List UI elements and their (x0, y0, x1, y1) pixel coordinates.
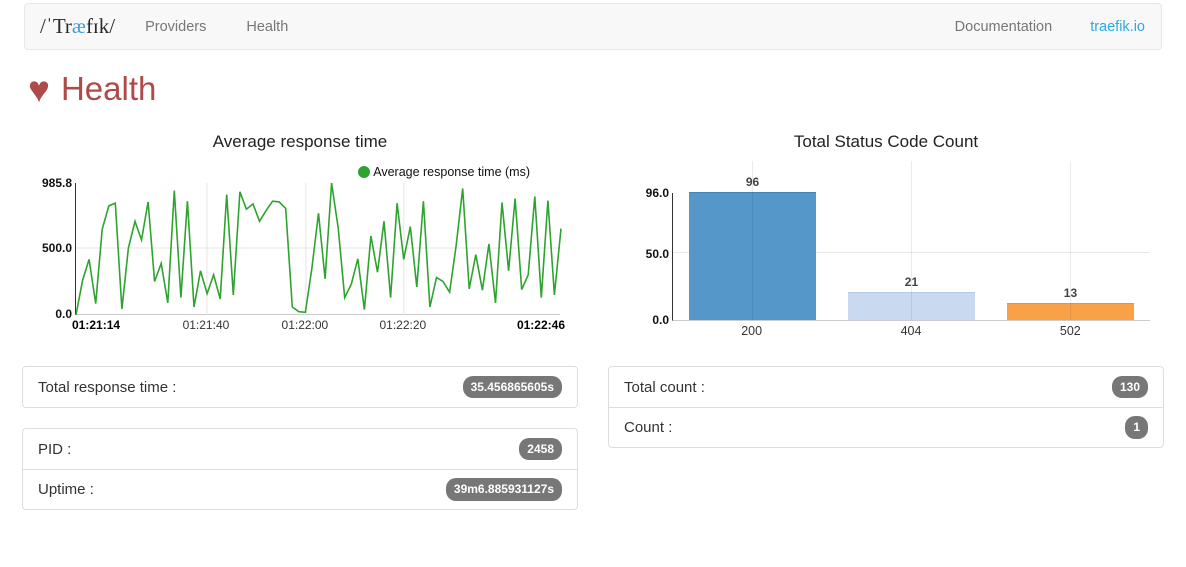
status-code-x-axis: 200 404 502 (672, 324, 1150, 338)
pid-label: PID : (38, 440, 72, 458)
count-label: Count : (624, 419, 673, 436)
x-tick: 01:21:40 (182, 318, 230, 332)
status-code-chart: Total Status Code Count 96.0 50.0 0.0 96… (608, 132, 1164, 338)
uptime-badge: 39m6.885931127s (445, 478, 562, 501)
bar-200 (688, 192, 817, 320)
x-tick: 01:22:46 (516, 318, 565, 332)
y-tick-zero: 0.0 (55, 307, 72, 321)
y-tick-mid: 500.0 (41, 241, 72, 255)
nav-right: Documentation traefik.io (955, 19, 1145, 35)
legend-label: Average response time (ms) (373, 165, 530, 179)
status-code-chart-title: Total Status Code Count (793, 132, 979, 151)
total-response-time-label: Total response time : (38, 378, 177, 396)
y-tick-max: 96.0 (645, 186, 669, 200)
y-tick-mid: 50.0 (645, 247, 669, 261)
total-count-badge: 130 (1111, 375, 1148, 399)
logo-pre: /ˈTr (40, 14, 72, 38)
bar-value-404: 21 (904, 275, 919, 289)
navbar: /ˈTræfɪk/ Providers Health Documentation… (24, 3, 1162, 50)
pid-row: PID : 2458 (23, 429, 577, 469)
response-time-plot-area: 985.8 500.0 0.0 (42, 176, 562, 321)
total-response-time-row: Total response time : 35.456865605s (23, 367, 577, 407)
x-tick: 01:22:00 (281, 318, 329, 332)
nav-item-documentation[interactable]: Documentation (954, 18, 1053, 35)
nav-links: Providers Health (145, 19, 288, 35)
total-response-time-card: Total response time : 35.456865605s (22, 366, 578, 408)
count-info-card: Total count : 130 Count : 1 (608, 366, 1164, 448)
pid-badge: 2458 (519, 437, 562, 461)
y-tick-max: 985.8 (41, 176, 72, 190)
total-count-row: Total count : 130 (609, 367, 1163, 407)
nav-item-providers[interactable]: Providers (145, 18, 207, 35)
response-time-x-axis: 01:21:14 01:21:40 01:22:00 01:22:20 01:2… (72, 318, 565, 336)
response-time-line-svg (75, 182, 562, 316)
total-count-label: Total count : (624, 378, 705, 396)
bar-slot-502: 13 (991, 161, 1150, 320)
uptime-label: Uptime : (38, 481, 94, 498)
process-info-card: PID : 2458 Uptime : 39m6.885931127s (22, 428, 578, 510)
x-tick: 200 (741, 324, 763, 338)
response-time-chart-title: Average response time (212, 132, 388, 151)
bar-slot-404: 21 (832, 161, 991, 320)
traefik-logo[interactable]: /ˈTræfɪk/ (40, 14, 115, 39)
gridline (673, 252, 1150, 253)
uptime-row: Uptime : 39m6.885931127s (23, 469, 577, 509)
gridline (911, 161, 913, 320)
bar-value-200: 96 (745, 175, 760, 189)
legend-dot-icon (358, 166, 371, 178)
x-tick: 01:22:20 (379, 318, 427, 332)
logo-post: fɪk/ (85, 14, 116, 38)
total-response-time-badge: 35.456865605s (462, 375, 562, 399)
x-tick: 502 (1059, 324, 1081, 338)
heart-icon: ♥ (28, 68, 50, 110)
status-code-plot-area: 96.0 50.0 0.0 96 21 13 (646, 161, 1150, 327)
logo-ae: æ (71, 14, 86, 38)
gridline (1070, 161, 1072, 320)
x-tick: 404 (900, 324, 922, 338)
bar-value-502: 13 (1063, 285, 1078, 300)
x-tick: 01:21:14 (72, 318, 121, 332)
count-row: Count : 1 (609, 407, 1163, 447)
page-title: Health (60, 70, 157, 107)
y-tick-zero: 0.0 (652, 313, 669, 327)
response-time-chart: Average response time Average response t… (22, 132, 578, 336)
gridline (752, 161, 754, 320)
bar-502 (1006, 302, 1135, 320)
count-badge: 1 (1125, 416, 1148, 439)
page-header: ♥ Health (28, 70, 156, 108)
bar-404 (847, 292, 976, 320)
nav-item-health[interactable]: Health (246, 18, 289, 35)
nav-item-traefik-io[interactable]: traefik.io (1090, 18, 1145, 35)
bar-slot-200: 96 (673, 161, 832, 320)
response-time-legend: Average response time (ms) (22, 165, 530, 179)
